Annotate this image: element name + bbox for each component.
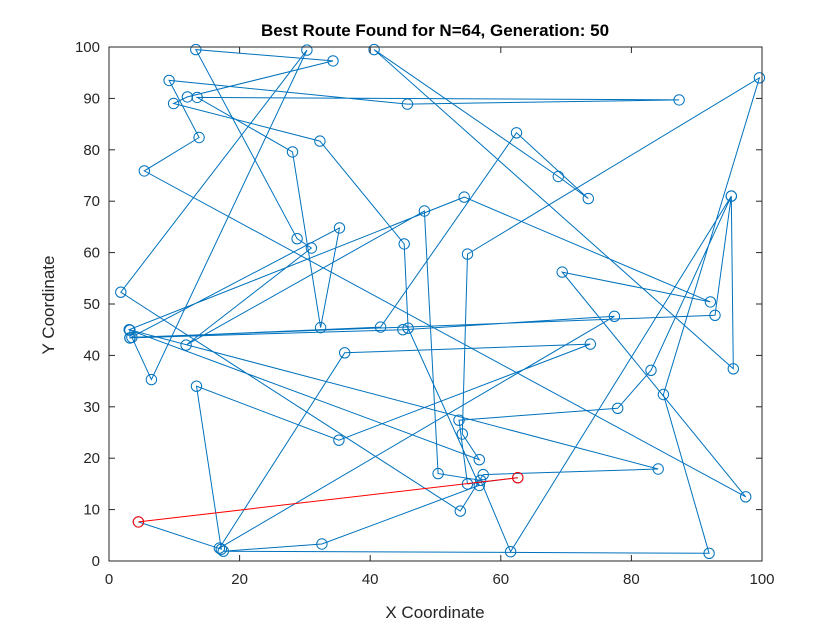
- city-point-12: [374, 321, 387, 333]
- city-point-62: [397, 324, 409, 336]
- city-point-48: [458, 191, 470, 203]
- city-point-16: [456, 428, 468, 440]
- city-point-4: [612, 402, 624, 414]
- y-tick-label: 40: [83, 347, 100, 364]
- city-point-33: [180, 339, 192, 351]
- y-tick-label: 0: [92, 553, 100, 570]
- city-point-39: [709, 309, 721, 321]
- city-point-50: [556, 266, 568, 278]
- city-point-68: [190, 380, 203, 392]
- city-point-63: [608, 310, 621, 322]
- x-tick-label: 20: [231, 571, 248, 588]
- y-axis-label: Y Coordinate: [39, 256, 58, 355]
- city-point-38: [725, 190, 737, 202]
- city-point-29: [327, 55, 339, 67]
- city-point-7: [727, 363, 739, 375]
- y-tick-label: 90: [83, 90, 100, 107]
- city-point-25: [398, 238, 410, 250]
- closing-route-line: [138, 477, 518, 523]
- city-point-37: [504, 546, 517, 558]
- city-point-24: [402, 322, 414, 334]
- city-point-23: [473, 479, 485, 492]
- city-point-3: [453, 414, 465, 426]
- city-point-53: [193, 131, 205, 144]
- city-point-45: [477, 468, 489, 481]
- route-series-1: [115, 43, 766, 559]
- y-tick-label: 60: [83, 245, 100, 262]
- city-point-31: [291, 233, 303, 245]
- y-tick-label: 100: [75, 39, 100, 56]
- city-point-18: [753, 72, 766, 84]
- y-tick-label: 30: [83, 399, 100, 416]
- city-point-36: [474, 474, 487, 486]
- city-point-28: [181, 91, 194, 103]
- x-tick-label: 100: [749, 571, 774, 588]
- city-point-64: [213, 542, 226, 554]
- city-point-51: [740, 491, 752, 503]
- city-point-46: [652, 463, 664, 475]
- y-axis: 0 10 20 30 40 50 60 70 80 90 100: [75, 39, 762, 570]
- city-point-10: [582, 192, 594, 205]
- city-point-22: [316, 538, 328, 550]
- city-point-35: [432, 467, 444, 480]
- city-point-58: [286, 146, 299, 158]
- x-axis: 0 20 40 60 80 100: [105, 47, 775, 588]
- city-point-59: [314, 321, 327, 334]
- city-point-11: [510, 127, 523, 139]
- city-point-44: [454, 505, 466, 517]
- route-line: [120, 49, 761, 554]
- city-point-27: [167, 97, 180, 110]
- city-point-17: [461, 248, 474, 260]
- x-tick-label: 80: [623, 571, 640, 588]
- x-axis-label: X Coordinate: [385, 603, 484, 622]
- x-tick-label: 60: [492, 571, 509, 588]
- city-point-32: [305, 242, 318, 254]
- city-point-55: [401, 98, 414, 110]
- city-point-21: [217, 545, 230, 557]
- x-tick-label: 0: [105, 571, 113, 588]
- city-point-43: [115, 286, 127, 298]
- closing-point-1: [132, 516, 145, 528]
- city-point-57: [191, 91, 203, 104]
- closing-point-2: [512, 472, 524, 484]
- city-point-56: [673, 94, 685, 106]
- plot-area: [115, 43, 766, 559]
- y-tick-label: 80: [83, 142, 100, 159]
- city-point-47: [123, 324, 135, 336]
- city-point-67: [333, 434, 345, 446]
- city-point-26: [314, 135, 326, 147]
- city-point-52: [138, 165, 151, 177]
- city-point-54: [163, 74, 175, 87]
- city-point-9: [552, 170, 564, 183]
- city-point-60: [333, 222, 346, 234]
- x-tick-label: 40: [362, 571, 379, 588]
- y-tick-label: 70: [83, 193, 100, 210]
- city-point-41: [145, 373, 158, 386]
- city-point-15: [473, 454, 485, 466]
- city-point-61: [124, 332, 136, 344]
- city-point-30: [190, 43, 202, 56]
- y-tick-label: 10: [83, 502, 100, 519]
- city-point-20: [703, 547, 715, 559]
- city-point-34: [418, 205, 431, 217]
- y-tick-label: 20: [83, 450, 100, 467]
- chart-title: Best Route Found for N=64, Generation: 5…: [261, 21, 609, 40]
- city-point-19: [657, 388, 670, 401]
- city-point-8: [368, 43, 380, 56]
- route-series-2: [132, 472, 524, 528]
- city-point-49: [704, 296, 717, 308]
- city-point-69: [215, 543, 228, 555]
- city-point-65: [339, 347, 351, 359]
- city-point-42: [301, 44, 313, 56]
- city-point-5: [645, 364, 657, 376]
- city-point-66: [584, 338, 596, 350]
- y-tick-label: 50: [83, 296, 100, 313]
